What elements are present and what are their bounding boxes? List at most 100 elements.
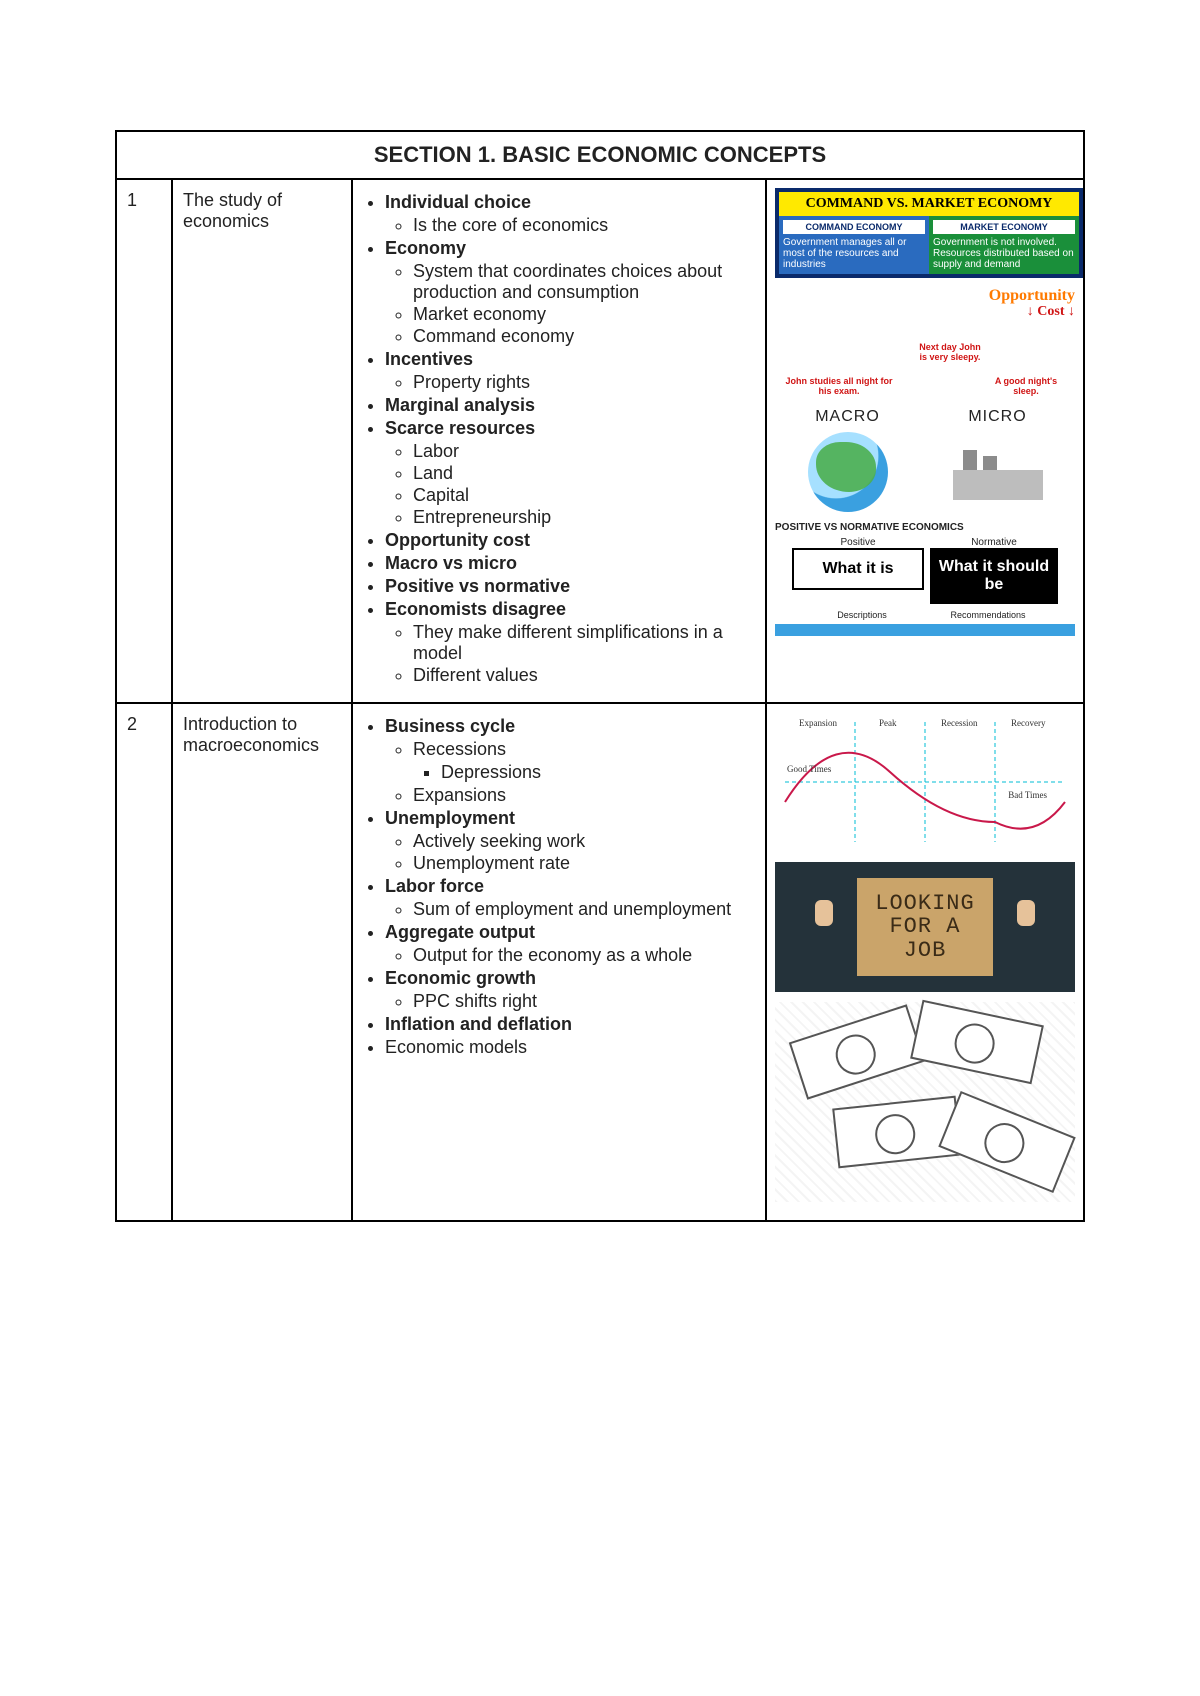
macro-vs-micro-graphic: MACRO MICRO (775, 408, 1075, 512)
sub-bullet: Property rights (413, 372, 755, 393)
cmd-left-head: COMMAND ECONOMY (783, 220, 925, 234)
bc-label-peak: Peak (879, 718, 897, 728)
row-number: 1 (117, 180, 173, 702)
globe-icon (808, 432, 888, 512)
sub-bullet: Capital (413, 485, 755, 506)
micro-col: MICRO (953, 408, 1043, 500)
opportunity-cost-graphic: Opportunity ↓ Cost ↓ John studies all ni… (775, 288, 1075, 398)
bullet: Economic models (385, 1037, 527, 1057)
sub-bullet: Sum of employment and unemployment (413, 899, 755, 920)
hand-icon (1017, 900, 1035, 926)
job-line: JOB (904, 938, 947, 963)
opp-left-caption: John studies all night for his exam. (779, 376, 899, 396)
bc-label-recession: Recession (941, 718, 978, 728)
pn-positive-card: What it is (792, 548, 924, 590)
outline-table: SECTION 1. BASIC ECONOMIC CONCEPTS 1 The… (115, 130, 1085, 1222)
row-graphics: Expansion Peak Recession Recovery Good T… (767, 704, 1083, 1220)
bullet: Individual choice (385, 192, 531, 212)
bullet: Labor force (385, 876, 484, 896)
pn-bar (775, 624, 1075, 636)
sub-bullet: Land (413, 463, 755, 484)
bullet: Aggregate output (385, 922, 535, 942)
sub-sub-bullet: Depressions (441, 762, 755, 783)
sub-bullet: Output for the economy as a whole (413, 945, 755, 966)
sub-bullet: Command economy (413, 326, 755, 347)
cmd-left-body: Government manages all or most of the re… (783, 237, 906, 270)
bullet: Economists disagree (385, 599, 566, 619)
sub-bullet: They make different simplifications in a… (413, 622, 755, 664)
sub-bullet: Recessions Depressions (413, 739, 755, 783)
pn-pos-head: Positive (792, 537, 924, 548)
bullet: Economy (385, 238, 466, 258)
pn-normative-card: What it should be (930, 548, 1058, 604)
business-cycle-graphic: Expansion Peak Recession Recovery Good T… (775, 712, 1075, 852)
pn-nor-head: Normative (930, 537, 1058, 548)
bc-label-expansion: Expansion (799, 718, 837, 728)
sub-bullet: Market economy (413, 304, 755, 325)
job-line: LOOKING (875, 891, 974, 916)
bullet: Marginal analysis (385, 395, 535, 415)
banknote-icon (789, 1004, 925, 1099)
row-topic: Introduction to macroeconomics (173, 704, 353, 1220)
hand-icon (815, 900, 833, 926)
opp-right-caption: A good night's sleep. (981, 376, 1071, 396)
bullet: Opportunity cost (385, 530, 530, 550)
micro-label: MICRO (968, 408, 1026, 425)
sub-bullet: Labor (413, 441, 755, 462)
row-graphics: COMMAND VS. MARKET ECONOMY COMMAND ECONO… (767, 180, 1083, 702)
bc-label-goodtimes: Good Times (787, 764, 831, 774)
row-topic: The study of economics (173, 180, 353, 702)
bullet-list: Individual choice Is the core of economi… (385, 192, 755, 686)
cmd-left-cell: COMMAND ECONOMY Government manages all o… (779, 216, 929, 274)
sub-bullet: Actively seeking work (413, 831, 755, 852)
bullet-list: Business cycle Recessions Depressions Ex… (385, 716, 755, 1058)
sub-bullet: PPC shifts right (413, 991, 755, 1012)
cmd-right-cell: MARKET ECONOMY Government is not involve… (929, 216, 1079, 274)
pn-nor-sub: Recommendations (928, 610, 1048, 620)
bc-label-badtimes: Bad Times (1008, 790, 1047, 800)
bullet: Business cycle (385, 716, 515, 736)
sub-bullet: Entrepreneurship (413, 507, 755, 528)
cmd-title: COMMAND VS. MARKET ECONOMY (779, 192, 1079, 216)
table-row: 1 The study of economics Individual choi… (117, 180, 1083, 704)
bullet: Economic growth (385, 968, 536, 988)
sub-bullet: Unemployment rate (413, 853, 755, 874)
row-number: 2 (117, 704, 173, 1220)
section-header: SECTION 1. BASIC ECONOMIC CONCEPTS (117, 132, 1083, 180)
opp-cost: ↓ Cost ↓ (775, 304, 1075, 320)
cmd-right-body: Government is not involved. Resources di… (933, 237, 1074, 270)
opp-title: Opportunity (775, 288, 1075, 304)
business-cycle-chart (775, 712, 1075, 852)
cmd-right-head: MARKET ECONOMY (933, 220, 1075, 234)
opp-mid-caption: Next day John is very sleepy. (915, 342, 985, 362)
bullet: Inflation and deflation (385, 1014, 572, 1034)
positive-vs-normative-graphic: POSITIVE VS NORMATIVE ECONOMICS Positive… (775, 522, 1075, 636)
banknote-icon (938, 1091, 1075, 1193)
job-sign: LOOKING FOR A JOB (857, 878, 992, 975)
bullet: Positive vs normative (385, 576, 570, 596)
looking-for-job-graphic: LOOKING FOR A JOB (775, 862, 1075, 992)
macro-col: MACRO (808, 408, 888, 512)
inflation-money-graphic (775, 1002, 1075, 1202)
bullet: Macro vs micro (385, 553, 517, 573)
row-outline: Business cycle Recessions Depressions Ex… (353, 704, 767, 1220)
row-outline: Individual choice Is the core of economi… (353, 180, 767, 702)
pn-pos-sub: Descriptions (802, 610, 922, 620)
job-line: FOR A (889, 914, 960, 939)
sub-bullet: System that coordinates choices about pr… (413, 261, 755, 303)
bullet: Incentives (385, 349, 473, 369)
sub-bullet: Different values (413, 665, 755, 686)
pn-title: POSITIVE VS NORMATIVE ECONOMICS (775, 522, 1075, 533)
page: SECTION 1. BASIC ECONOMIC CONCEPTS 1 The… (0, 0, 1200, 1696)
bullet: Scarce resources (385, 418, 535, 438)
banknote-icon (910, 1000, 1044, 1084)
sub-bullet: Is the core of economics (413, 215, 755, 236)
factory-icon (953, 440, 1043, 500)
macro-label: MACRO (815, 408, 880, 425)
bc-label-recovery: Recovery (1011, 718, 1045, 728)
command-vs-market-graphic: COMMAND VS. MARKET ECONOMY COMMAND ECONO… (775, 188, 1083, 278)
sub-bullet: Expansions (413, 785, 755, 806)
bullet: Unemployment (385, 808, 515, 828)
banknote-icon (832, 1096, 962, 1169)
table-row: 2 Introduction to macroeconomics Busines… (117, 704, 1083, 1220)
